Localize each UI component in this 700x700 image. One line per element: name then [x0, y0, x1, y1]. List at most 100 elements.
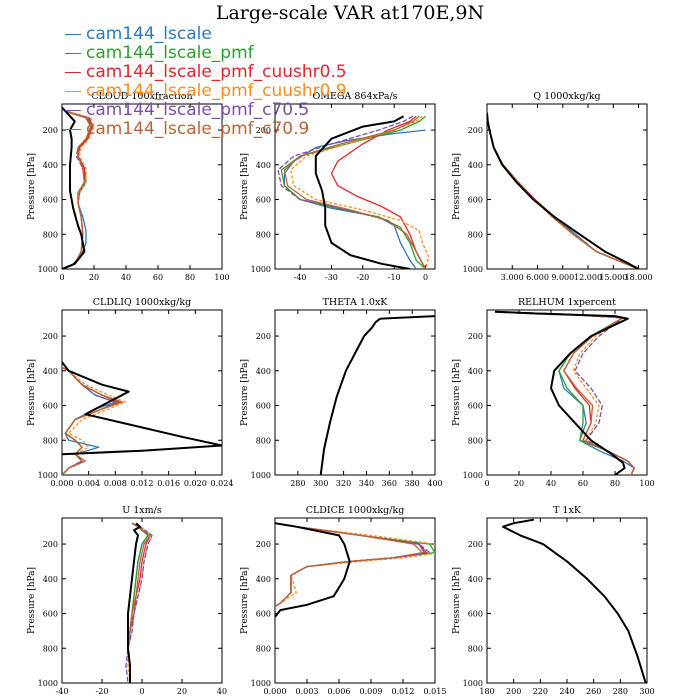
x-tick-label: 380: [405, 479, 420, 488]
y-tick-label: 400: [256, 367, 271, 376]
x-tick-label: 12.000: [574, 273, 602, 282]
series-c70_5: [487, 112, 639, 269]
legend-label: cam144_lscale: [86, 24, 212, 44]
y-tick-label: 1000: [38, 471, 58, 480]
x-tick-label: 40: [546, 479, 556, 488]
legend-item: cam144_lscale_pmf_cuushr0.9: [65, 81, 347, 101]
x-tick-label: 400: [427, 479, 442, 488]
panel-title: RELHUM 1xpercent: [518, 297, 616, 308]
x-tick-label: 0: [423, 273, 428, 282]
panel-3: 0.000 0.004 0.008 0.012 0.016 0.020 0.024 200 40…: [27, 297, 233, 488]
y-tick-label: 200: [468, 332, 483, 341]
series-cuushr2: [487, 112, 639, 269]
x-tick-label: -10: [388, 273, 401, 282]
x-tick-label: 200: [506, 687, 521, 696]
series-c70_5: [62, 108, 92, 269]
x-tick-label: 0.006: [328, 687, 351, 696]
x-tick-label: 20: [89, 273, 99, 282]
panel-frame: [274, 309, 436, 476]
series-c70_9: [487, 112, 639, 269]
x-tick-label: 0: [484, 479, 489, 488]
series-c70_5: [275, 522, 431, 608]
y-tick-label: 600: [43, 402, 58, 411]
panel-frame: [274, 517, 436, 684]
y-axis-label: Pressure [hPa]: [27, 153, 37, 220]
legend-swatch: [65, 33, 81, 35]
panel-title: OMEGA 864xPa/s: [312, 91, 397, 102]
legend-swatch: [65, 128, 81, 130]
y-tick-label: 1000: [463, 679, 483, 688]
x-tick-label: 100: [639, 479, 654, 488]
y-tick-label: 800: [256, 230, 271, 239]
x-tick-label: -20: [356, 273, 369, 282]
panel-6: -40 -20 0 20 40 200 400 600 800 1000 U 1xm/s Pressu…: [27, 505, 227, 696]
y-tick-label: 200: [43, 540, 58, 549]
x-tick-label: 0.012: [131, 479, 154, 488]
y-tick-label: 1000: [463, 471, 483, 480]
series-obs: [319, 315, 435, 475]
panel-frame: [486, 517, 648, 684]
x-tick-label: 180: [479, 687, 494, 696]
y-tick-label: 200: [256, 332, 271, 341]
y-tick-label: 800: [256, 436, 271, 445]
x-tick-label: 0.000: [264, 687, 287, 696]
y-axis-label: Pressure [hPa]: [27, 567, 37, 634]
series-lscale: [62, 366, 116, 475]
y-tick-label: 600: [43, 610, 58, 619]
series-cuushr2: [275, 522, 435, 608]
y-tick-label: 400: [256, 575, 271, 584]
legend-label: cam144_lscale_pmf: [86, 43, 254, 63]
series-cuushr2: [127, 522, 153, 683]
y-tick-label: 600: [43, 196, 58, 205]
y-tick-label: 400: [43, 575, 58, 584]
x-tick-label: 320: [336, 479, 351, 488]
legend-label: cam144_lscale_pmf_cuushr0.5: [86, 62, 347, 82]
y-axis-label: Pressure [hPa]: [452, 153, 462, 220]
series-c70_5: [502, 519, 647, 683]
series-lscale: [487, 112, 639, 269]
y-tick-label: 1000: [463, 265, 483, 274]
x-tick-label: 0.012: [392, 687, 415, 696]
legend-swatch: [65, 109, 81, 111]
series-cuushr: [330, 115, 427, 269]
legend-swatch: [65, 90, 81, 92]
panel-title: CLOUD 100xfraction: [91, 91, 192, 102]
x-tick-label: 280: [290, 479, 305, 488]
y-tick-label: 400: [468, 575, 483, 584]
x-tick-label: 360: [382, 479, 397, 488]
panel-frame: [486, 309, 648, 476]
x-tick-label: 0.016: [157, 479, 180, 488]
series-cuushr: [275, 522, 428, 608]
figure-title: Large-scale VAR at170E,9N: [215, 2, 485, 24]
y-tick-label: 800: [468, 230, 483, 239]
x-tick-label: 0.008: [104, 479, 127, 488]
y-tick-label: 800: [468, 436, 483, 445]
x-tick-label: -40: [56, 687, 69, 696]
legend-item: cam144_lscale_pmf_c70.9: [65, 119, 309, 139]
series-c70_5: [494, 311, 635, 475]
series-obs: [494, 310, 629, 475]
y-axis-label: Pressure [hPa]: [240, 567, 250, 634]
x-tick-label: 0: [139, 687, 144, 696]
y-tick-label: 600: [256, 196, 271, 205]
x-tick-label: 20: [514, 479, 524, 488]
y-axis-label: Pressure [hPa]: [452, 359, 462, 426]
y-tick-label: 200: [43, 126, 58, 135]
panel-5: 0 20 40 60 80 100 200 400 600 800 1000 RELHUM 1xper…: [452, 297, 655, 488]
panel-title: CLDLIQ 1000xkg/kg: [93, 297, 191, 308]
x-tick-label: 9.000: [551, 273, 574, 282]
panel-1: -40 -30 -20 -10 0 200 400 600 800 1000 OMEGA 864xP…: [240, 91, 436, 282]
series-c70_9: [494, 311, 635, 475]
panel-title: T 1xK: [553, 505, 582, 516]
y-tick-label: 400: [468, 161, 483, 170]
x-tick-label: 0.015: [424, 687, 447, 696]
panel-frame: [274, 103, 436, 270]
y-tick-label: 600: [468, 196, 483, 205]
legend-item: cam144_lscale_pmf: [65, 43, 254, 63]
y-tick-label: 200: [256, 540, 271, 549]
series-pmf: [275, 522, 435, 608]
y-tick-label: 600: [256, 610, 271, 619]
y-tick-label: 1000: [251, 679, 271, 688]
